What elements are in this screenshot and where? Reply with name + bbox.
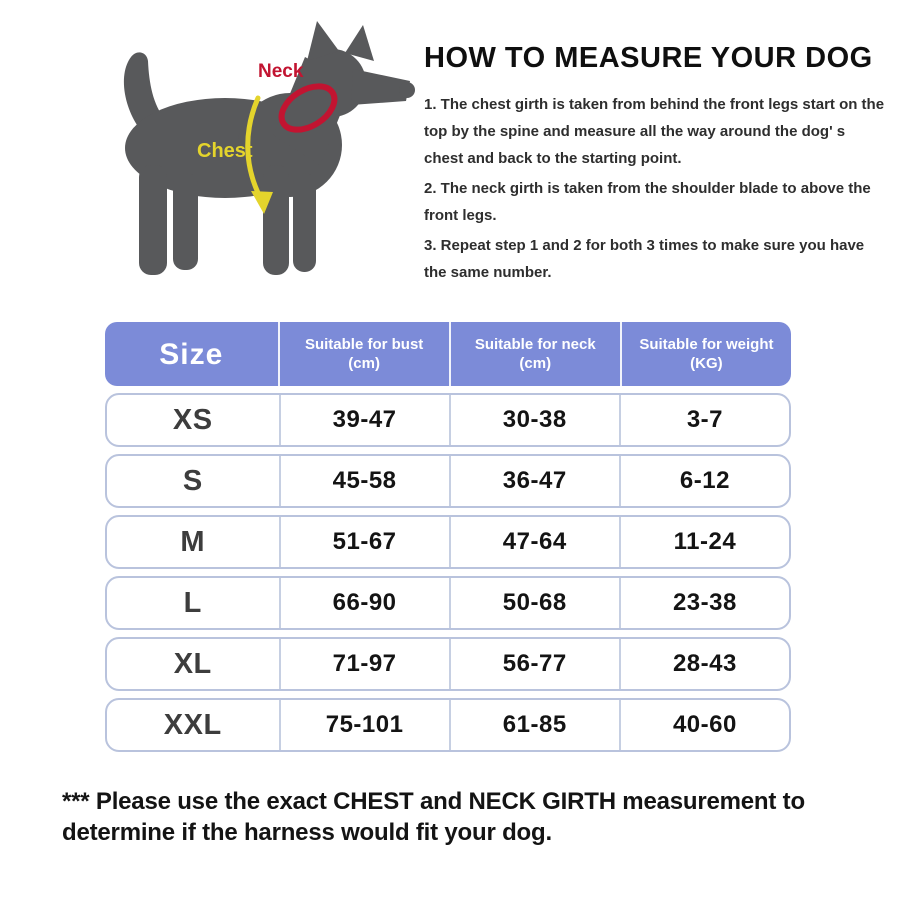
- cell-size: L: [183, 586, 202, 619]
- table-header: Size Suitable for bust (cm) Suitable for…: [105, 322, 791, 386]
- cell-neck: 61-85: [448, 700, 619, 750]
- cell-weight: 40-60: [618, 700, 789, 750]
- table-row-xs: XS 39-47 30-38 3-7: [105, 393, 791, 447]
- cell-weight: 11-24: [618, 517, 789, 567]
- cell-size: XL: [173, 647, 212, 680]
- chest-label: Chest: [197, 140, 253, 162]
- header-cell-neck: Suitable for neck (cm): [448, 322, 620, 386]
- neck-label: Neck: [258, 61, 304, 82]
- table-row-s: S 45-58 36-47 6-12: [105, 454, 791, 508]
- cell-neck: 47-64: [448, 517, 619, 567]
- cell-size: S: [182, 464, 203, 497]
- cell-size: M: [180, 525, 206, 558]
- header-cell-bust: Suitable for bust (cm): [277, 322, 449, 386]
- table-row-xl: XL 71-97 56-77 28-43: [105, 637, 791, 691]
- dog-silhouette: [123, 21, 415, 275]
- table-row-xxl: XXL 75-101 61-85 40-60: [105, 698, 791, 752]
- cell-weight: 3-7: [618, 395, 789, 445]
- instruction-step-1: 1. The chest girth is taken from behind …: [424, 96, 885, 167]
- table-row-m: M 51-67 47-64 11-24: [105, 515, 791, 569]
- footnote-line-2: determine if the harness would fit your …: [62, 819, 552, 846]
- cell-weight: 6-12: [618, 456, 789, 506]
- instruction-step-2: 2. The neck girth is taken from the shou…: [424, 180, 871, 224]
- dog-diagram-svg: Neck Chest: [123, 21, 415, 275]
- cell-size: XS: [172, 403, 213, 436]
- cell-bust: 45-58: [278, 456, 449, 506]
- measure-instructions: HOW TO MEASURE YOUR DOG 1. The chest gir…: [424, 42, 886, 289]
- cell-weight: 28-43: [618, 639, 789, 689]
- cell-neck: 36-47: [448, 456, 619, 506]
- cell-bust: 39-47: [278, 395, 449, 445]
- cell-bust: 66-90: [278, 578, 449, 628]
- cell-bust: 75-101: [278, 700, 449, 750]
- table-row-l: L 66-90 50-68 23-38: [105, 576, 791, 630]
- chest-measure-arc: [245, 95, 263, 200]
- cell-neck: 50-68: [448, 578, 619, 628]
- footnote-line-1: *** Please use the exact CHEST and NECK …: [62, 788, 805, 815]
- dog-diagram: Neck Chest: [95, 15, 425, 305]
- header-cell-size: Size: [159, 337, 224, 371]
- cell-bust: 71-97: [278, 639, 449, 689]
- chest-arrowhead-icon: [251, 191, 273, 214]
- cell-bust: 51-67: [278, 517, 449, 567]
- instruction-step-3: 3. Repeat step 1 and 2 for both 3 times …: [424, 237, 865, 281]
- size-table: Size Suitable for bust (cm) Suitable for…: [105, 322, 791, 752]
- cell-neck: 56-77: [448, 639, 619, 689]
- cell-neck: 30-38: [448, 395, 619, 445]
- page-title: HOW TO MEASURE YOUR DOG: [424, 42, 873, 74]
- footnote: *** Please use the exact CHEST and NECK …: [62, 786, 874, 848]
- cell-weight: 23-38: [618, 578, 789, 628]
- header-cell-weight: Suitable for weight (KG): [619, 322, 791, 386]
- cell-size: XXL: [163, 708, 222, 741]
- neck-measure-ring: [278, 83, 338, 133]
